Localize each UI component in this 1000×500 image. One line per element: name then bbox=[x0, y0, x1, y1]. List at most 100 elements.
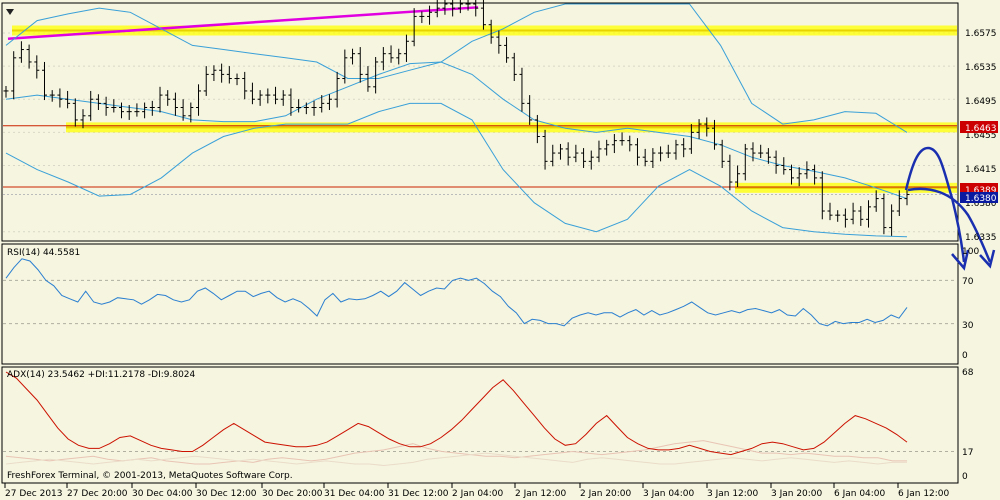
price-bar bbox=[565, 142, 571, 166]
price-bar bbox=[750, 142, 756, 162]
price-bar bbox=[249, 82, 255, 105]
price-bar bbox=[373, 56, 379, 94]
price-bar bbox=[280, 90, 286, 106]
price-bar bbox=[488, 19, 494, 44]
price-bar bbox=[319, 95, 325, 113]
price-bar bbox=[80, 109, 86, 129]
price-bar bbox=[442, 0, 448, 15]
price-bar bbox=[350, 48, 356, 65]
price-bar bbox=[365, 66, 371, 92]
price-bar bbox=[303, 102, 309, 115]
price-bar bbox=[604, 139, 610, 156]
price-bar bbox=[403, 34, 409, 62]
price-bar bbox=[473, 0, 479, 17]
price-bar bbox=[18, 41, 24, 63]
rsi-tick-label: 0 bbox=[962, 351, 968, 361]
price-bar bbox=[581, 148, 587, 168]
adx-tick-label: 0 bbox=[962, 472, 968, 482]
time-tick-label: 27 Dec 2013 bbox=[5, 489, 63, 499]
price-bar bbox=[727, 154, 733, 191]
plus-di-line bbox=[5, 440, 907, 465]
price-bar bbox=[226, 66, 232, 84]
price-bar bbox=[796, 167, 802, 187]
price-bar bbox=[457, 0, 463, 14]
rsi-tick-label: 30 bbox=[962, 321, 974, 331]
price-bar bbox=[95, 94, 101, 110]
rsi-tick-label: 70 bbox=[962, 277, 974, 287]
price-bar bbox=[542, 129, 548, 170]
price-layer bbox=[3, 0, 996, 271]
price-bar bbox=[696, 119, 702, 139]
price-bar bbox=[142, 102, 148, 119]
price-bar bbox=[203, 66, 209, 96]
price-bar bbox=[334, 71, 340, 108]
magenta-trendline bbox=[7, 6, 479, 41]
bollinger-middle-band bbox=[5, 61, 908, 200]
price-bar bbox=[704, 117, 710, 137]
price-bar bbox=[719, 139, 725, 168]
price-bar bbox=[511, 52, 517, 82]
price-bar bbox=[711, 119, 717, 150]
price-bar bbox=[126, 105, 132, 120]
adx-line bbox=[5, 371, 908, 456]
price-bar bbox=[111, 99, 117, 113]
price-bar bbox=[26, 44, 32, 69]
time-tick-label: 3 Jan 12:00 bbox=[707, 489, 759, 499]
rsi-panel-frame bbox=[1, 243, 959, 365]
price-bar bbox=[188, 102, 194, 123]
time-tick-label: 31 Dec 12:00 bbox=[388, 489, 449, 499]
price-bar bbox=[165, 90, 171, 106]
price-bar bbox=[688, 124, 694, 154]
price-bar bbox=[57, 88, 63, 108]
price-bar bbox=[434, 0, 440, 18]
price-bar bbox=[11, 51, 17, 100]
price-bar bbox=[804, 161, 810, 179]
price-bar bbox=[665, 144, 671, 159]
price-bar bbox=[835, 210, 841, 222]
price-bar bbox=[573, 144, 579, 163]
price-bar bbox=[296, 99, 302, 113]
price-bar bbox=[450, 0, 456, 17]
price-bar bbox=[611, 134, 617, 154]
level-label-upper: 1.6463 bbox=[965, 124, 997, 134]
time-tick-label: 3 Jan 04:00 bbox=[643, 489, 695, 499]
time-tick-label: 31 Dec 04:00 bbox=[324, 489, 385, 499]
price-bar bbox=[257, 90, 263, 106]
price-bar bbox=[119, 102, 125, 119]
price-bar bbox=[219, 63, 225, 83]
price-bar bbox=[658, 146, 664, 162]
price-bar bbox=[534, 114, 540, 144]
price-bar bbox=[735, 165, 741, 188]
forecast-arrow-left-head bbox=[951, 249, 970, 271]
price-bar bbox=[650, 148, 656, 168]
price-y-axis: 1.6575 1.6535 1.6495 1.6455 1.6415 1.638… bbox=[965, 29, 997, 243]
dropdown-triangle-icon[interactable] bbox=[6, 9, 14, 15]
price-bar bbox=[812, 164, 818, 185]
price-bar bbox=[196, 84, 202, 116]
price-bar bbox=[396, 48, 402, 65]
time-tick-label: 3 Jan 20:00 bbox=[771, 489, 823, 499]
bollinger-lower-band bbox=[5, 102, 908, 238]
adx-title: ADX(14) 23.5462 +DI:11.2178 -DI:9.8024 bbox=[7, 370, 196, 380]
rsi-y-axis: 100 70 30 0 bbox=[962, 247, 979, 361]
price-bar bbox=[781, 157, 787, 175]
rsi-tick-label: 100 bbox=[962, 247, 979, 257]
price-bar bbox=[773, 150, 779, 174]
price-bar bbox=[896, 190, 902, 216]
price-bar bbox=[889, 204, 895, 236]
price-bar bbox=[342, 49, 348, 84]
price-bar bbox=[234, 73, 240, 86]
price-bar bbox=[49, 90, 55, 102]
price-bar bbox=[465, 0, 471, 11]
adx-tick-label: 17 bbox=[962, 448, 973, 458]
price-bar bbox=[211, 65, 217, 82]
price-bar bbox=[326, 94, 332, 110]
price-bar bbox=[550, 144, 556, 167]
price-bar bbox=[634, 138, 640, 166]
adx-layer bbox=[3, 371, 957, 467]
price-bar bbox=[72, 98, 78, 127]
price-bar bbox=[480, 0, 486, 30]
price-bar bbox=[819, 171, 825, 220]
price-bar bbox=[788, 164, 794, 185]
